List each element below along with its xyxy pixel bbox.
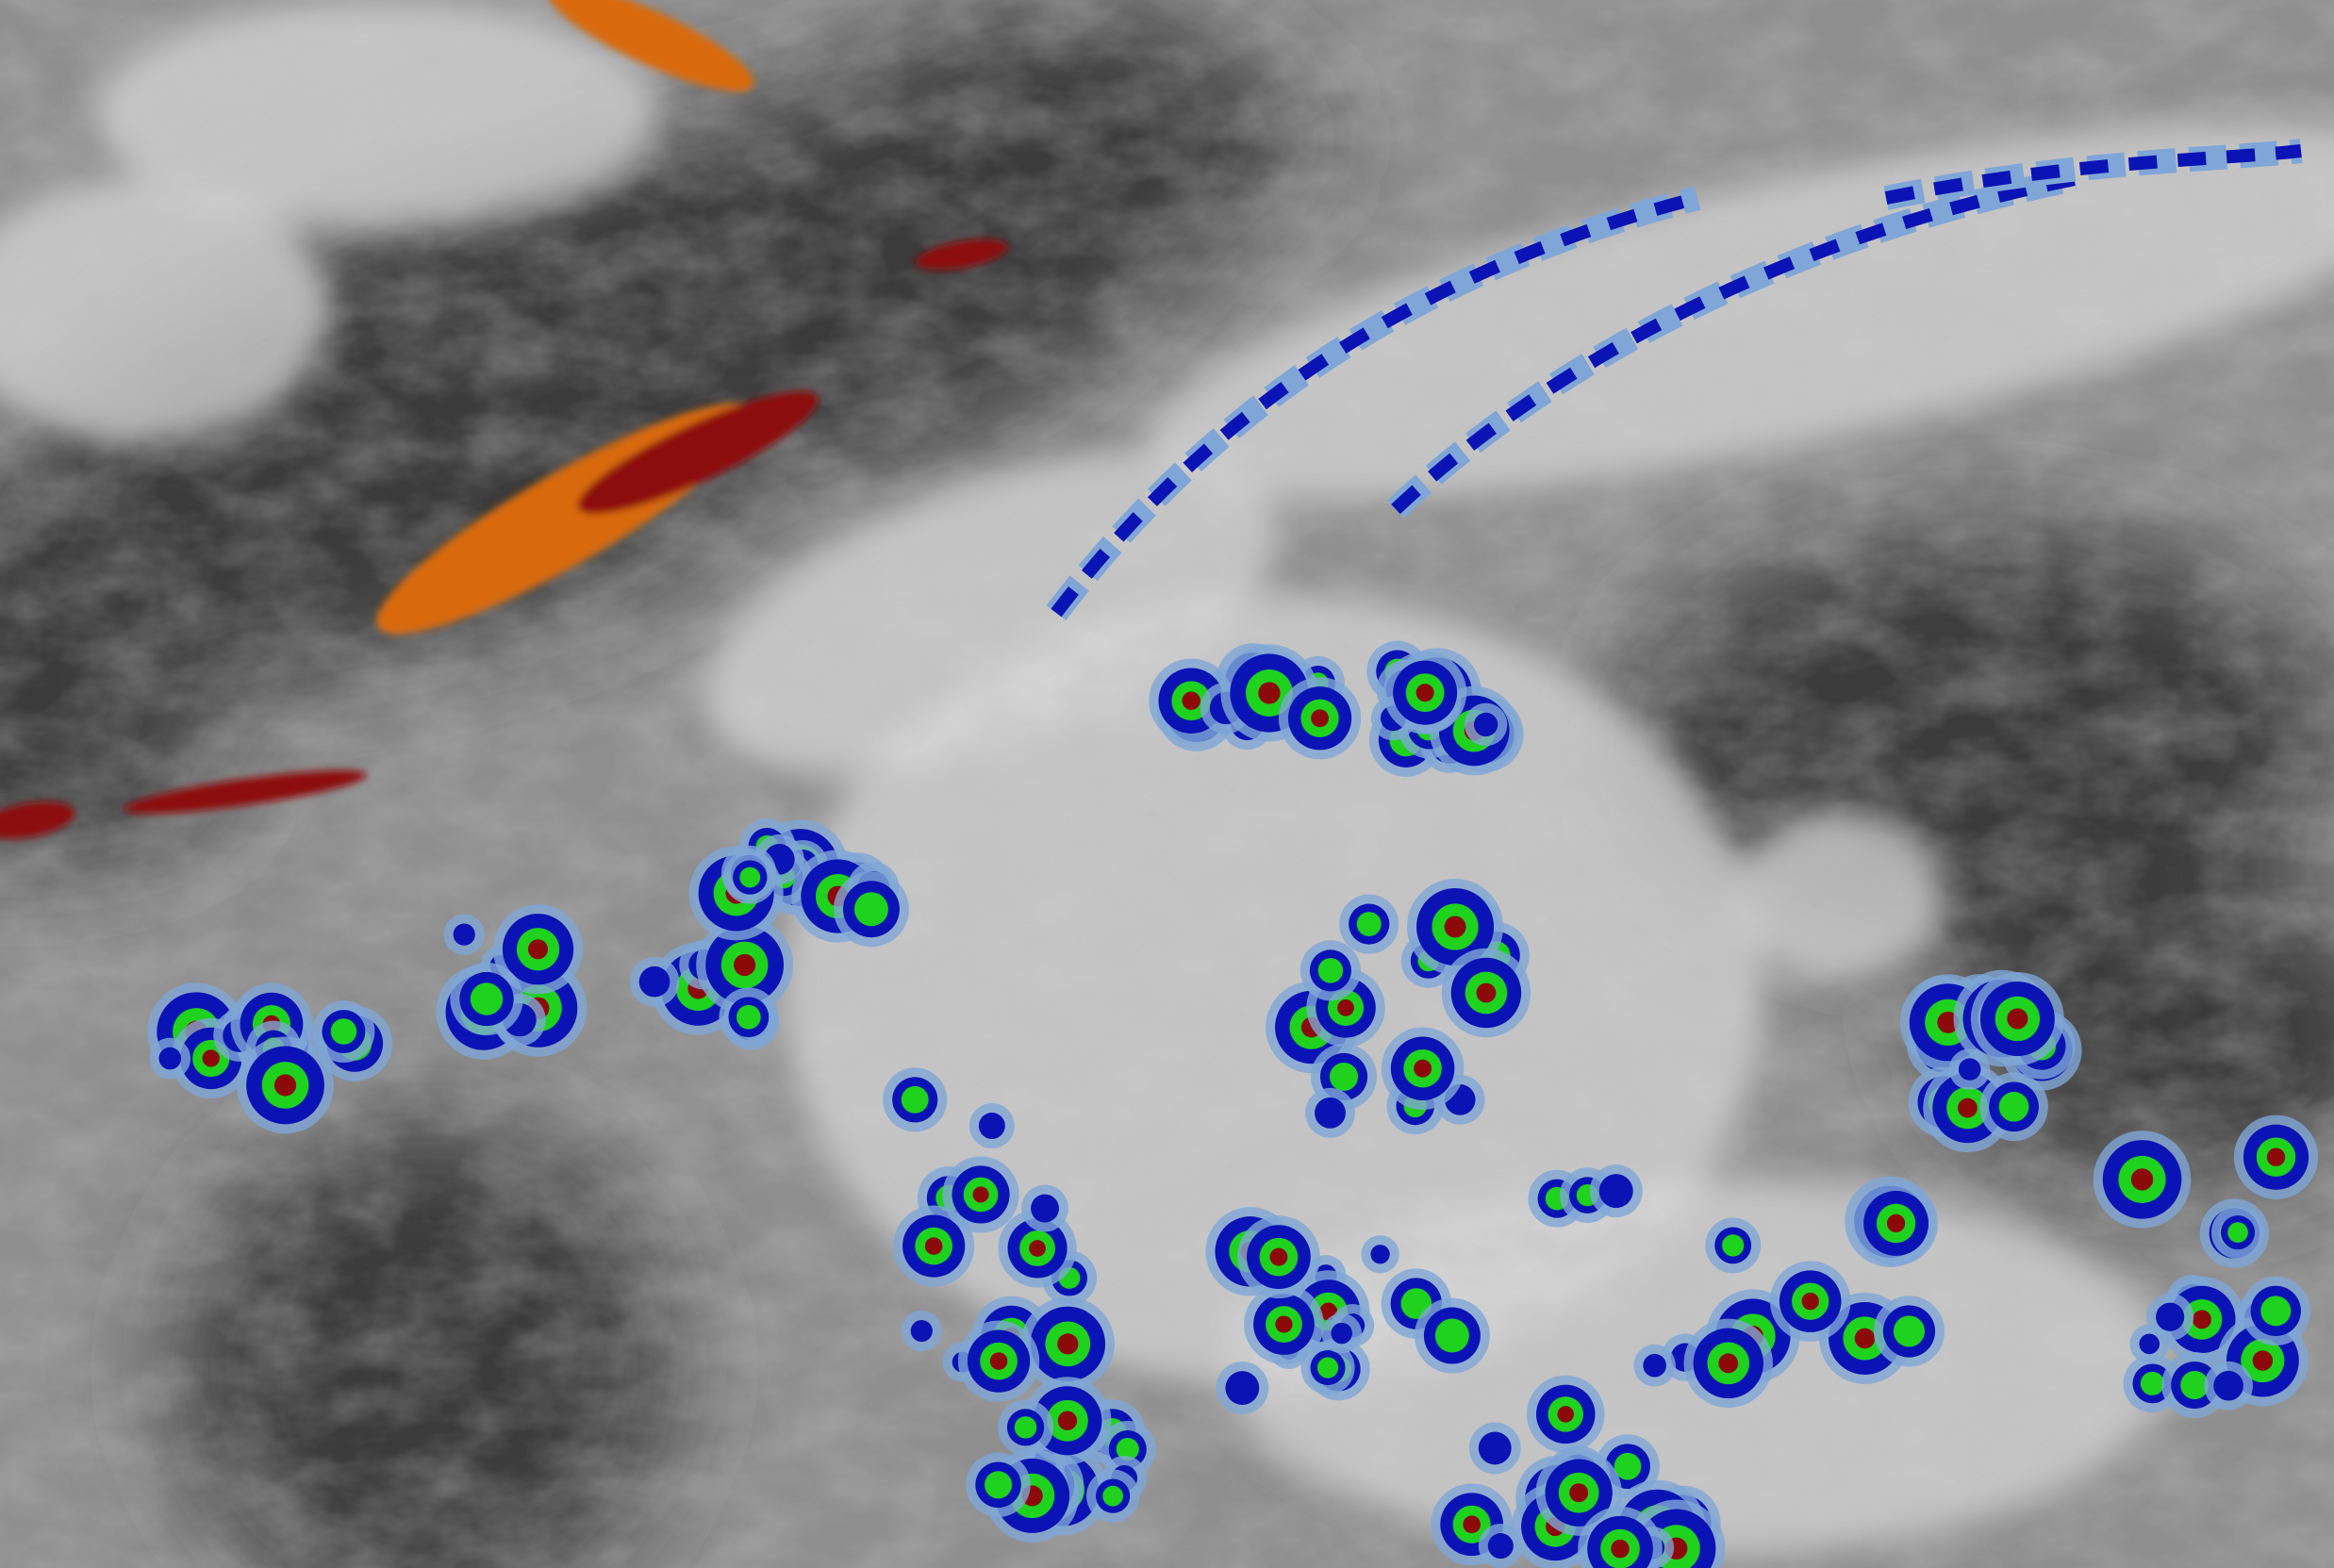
dry-slot-streak — [915, 239, 1009, 271]
convective-cell-core — [737, 1004, 761, 1030]
convective-cell-core — [1722, 1234, 1745, 1257]
convective-cell — [1370, 1245, 1390, 1264]
cirrus-band — [1051, 191, 1699, 618]
convective-cell-top — [1275, 1315, 1293, 1333]
convective-clusters — [147, 640, 2319, 1568]
convective-cell-core — [470, 982, 504, 1015]
convective-cell-top — [989, 1352, 1008, 1370]
convective-cell-core — [739, 867, 761, 888]
convective-cell-top — [1029, 1240, 1046, 1257]
convective-cell-core — [1116, 1438, 1139, 1461]
convective-cell-top — [924, 1237, 943, 1255]
convective-cell-top — [1886, 1213, 1906, 1233]
convective-cell-core — [1998, 1092, 2029, 1122]
convective-cell-core — [1102, 1485, 1124, 1507]
convective-cell — [910, 1319, 933, 1343]
convective-cell-top — [202, 1049, 220, 1067]
convective-cell — [1643, 1353, 1666, 1378]
dry-slot-streak — [547, 0, 754, 91]
convective-cell-top — [1057, 1411, 1078, 1430]
convective-cell-top — [2192, 1310, 2211, 1329]
convective-cell-core — [1893, 1315, 1926, 1347]
convective-cell-core — [1434, 1318, 1469, 1353]
convective-cell-top — [1854, 1328, 1876, 1349]
convective-cell-top — [972, 1186, 989, 1203]
convective-cell — [1598, 1174, 1633, 1209]
convective-cell-top — [1569, 1483, 1589, 1503]
cirrus-band — [1884, 144, 2302, 205]
convective-cell — [1225, 1371, 1260, 1405]
jet-stream-cirrus-bands — [1046, 139, 2303, 620]
convective-cell-top — [1476, 982, 1497, 1003]
convective-cell-top — [2252, 1350, 2274, 1371]
convective-cell — [2213, 1370, 2243, 1401]
convective-cell-top — [2007, 1008, 2028, 1030]
convective-cell-top — [1414, 1059, 1432, 1078]
dry-slot-streak — [124, 770, 367, 814]
dry-slot-streaks — [0, 0, 1009, 839]
convective-cell-core — [1014, 1416, 1037, 1439]
convective-cell-core — [2140, 1371, 2164, 1395]
convective-cell-core — [1316, 1357, 1339, 1378]
convective-cell-core — [985, 1471, 1013, 1499]
convective-cell-top — [1557, 1406, 1574, 1423]
convective-cell-core — [901, 1085, 929, 1114]
convective-cell — [1487, 1533, 1514, 1560]
convective-cell-core — [1356, 912, 1382, 936]
convective-cell-top — [1311, 709, 1329, 728]
convective-cell-core — [2180, 1370, 2210, 1399]
convective-cell-top — [1718, 1353, 1739, 1374]
cirrus-band — [1391, 173, 2077, 515]
convective-cell-top — [2266, 1147, 2286, 1166]
convective-cell — [1331, 1322, 1352, 1345]
convective-cell — [1031, 1194, 1059, 1223]
convective-cell-top — [2130, 1168, 2154, 1191]
convective-cell-core — [2227, 1222, 2248, 1243]
convective-cell-top — [1958, 1098, 1978, 1118]
convective-cell — [1315, 1097, 1346, 1129]
convective-cell — [2156, 1302, 2185, 1331]
convective-cell — [453, 923, 475, 946]
convective-cell-core — [2260, 1296, 2292, 1327]
convective-cell-top — [734, 953, 756, 977]
convective-cell-top — [1463, 1515, 1482, 1534]
dry-slot-streak — [577, 390, 819, 515]
convective-cell — [1473, 712, 1498, 737]
convective-cell — [1958, 1058, 1981, 1081]
convective-cell-core — [330, 1018, 357, 1045]
dry-slot-streak — [0, 801, 75, 839]
convective-cell-top — [1444, 916, 1466, 938]
convective-cell-core — [1329, 1062, 1359, 1092]
convective-cell-top — [1611, 1539, 1630, 1559]
convective-cell-core — [1614, 1452, 1642, 1480]
convective-cell-top — [1337, 999, 1354, 1016]
convective-cell — [638, 966, 670, 998]
convective-cell — [158, 1047, 182, 1070]
convective-cell-top — [1415, 684, 1434, 702]
convective-cell — [1478, 1431, 1512, 1465]
convective-cell-top — [1269, 1247, 1288, 1266]
convective-cell — [978, 1113, 1005, 1140]
convective-cell-core — [1317, 958, 1344, 983]
convective-cell — [2139, 1333, 2160, 1355]
convective-cell-top — [1182, 691, 1200, 710]
convective-cell-top — [527, 939, 549, 960]
convective-cell-top — [1258, 682, 1281, 704]
convective-cell-top — [273, 1074, 297, 1097]
convective-cell-top — [1057, 1333, 1079, 1355]
convective-cell-top — [1801, 1292, 1819, 1311]
convective-cell-core — [853, 892, 888, 927]
